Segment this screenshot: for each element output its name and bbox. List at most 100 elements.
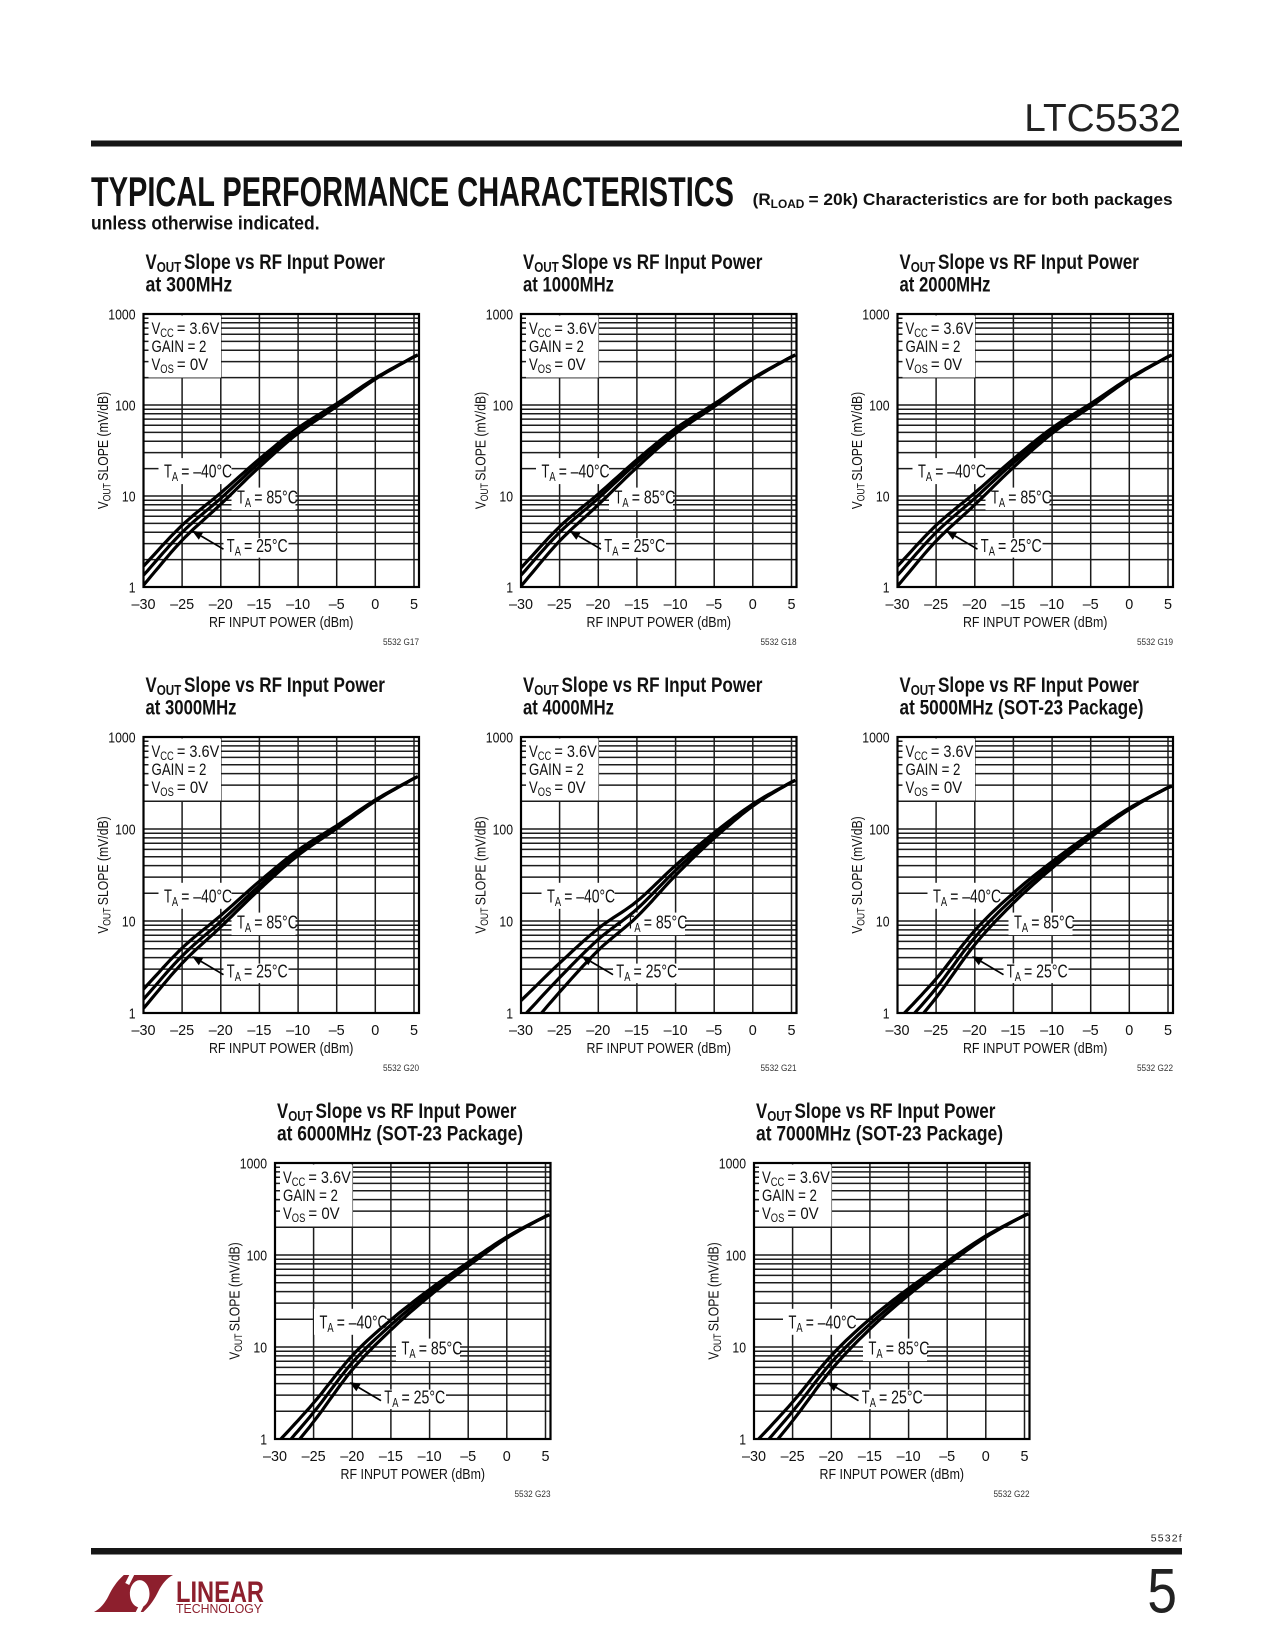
svg-text:–10: –10	[664, 1022, 688, 1039]
svg-text:Slope vs RF Input Power: Slope vs RF Input Power	[184, 250, 385, 274]
svg-text:V: V	[849, 926, 866, 934]
svg-text:= 0V: = 0V	[554, 778, 586, 797]
svg-text:= 20k) Characteristics are for: = 20k) Characteristics are for both pack…	[809, 191, 1173, 209]
svg-text:= 0V: = 0V	[554, 355, 586, 374]
svg-text:–10: –10	[664, 596, 688, 613]
svg-text:SLOPE (mV/dB): SLOPE (mV/dB)	[472, 392, 489, 481]
svg-text:Slope vs RF Input Power: Slope vs RF Input Power	[316, 1099, 517, 1123]
svg-text:LOAD: LOAD	[771, 199, 805, 211]
svg-text:–20: –20	[586, 1022, 610, 1039]
svg-text:T: T	[1014, 913, 1022, 933]
svg-text:T: T	[547, 886, 555, 906]
svg-text:–20: –20	[963, 1022, 987, 1039]
svg-text:100: 100	[493, 821, 513, 838]
svg-text:1000: 1000	[719, 1155, 746, 1172]
svg-text:= –40°C: = –40°C	[950, 886, 1001, 906]
svg-text:= 25°C: = 25°C	[622, 536, 666, 556]
svg-text:–15: –15	[247, 1022, 271, 1039]
svg-text:V: V	[283, 1204, 292, 1223]
svg-text:V: V	[906, 319, 915, 338]
svg-text:OS: OS	[292, 1211, 306, 1225]
svg-text:–15: –15	[379, 1448, 403, 1465]
svg-text:5532 G23: 5532 G23	[515, 1489, 551, 1500]
svg-text:–20: –20	[963, 596, 987, 613]
svg-text:5: 5	[542, 1448, 550, 1465]
svg-text:= 85°C: = 85°C	[1008, 488, 1052, 508]
svg-text:CC: CC	[538, 749, 552, 763]
svg-text:1000: 1000	[486, 306, 513, 323]
svg-text:GAIN = 2: GAIN = 2	[529, 760, 584, 779]
svg-text:at 6000MHz (SOT-23 Package): at 6000MHz (SOT-23 Package)	[277, 1122, 523, 1146]
svg-text:V: V	[529, 319, 538, 338]
svg-text:= 3.6V: = 3.6V	[931, 742, 974, 761]
svg-text:–20: –20	[209, 596, 233, 613]
svg-text:5532 G17: 5532 G17	[383, 637, 419, 648]
svg-text:T: T	[542, 462, 550, 482]
svg-text:V: V	[277, 1099, 289, 1123]
svg-text:T: T	[237, 913, 245, 933]
svg-text:T: T	[862, 1388, 870, 1408]
svg-text:= 25°C: = 25°C	[1024, 962, 1068, 982]
svg-text:= –40°C: = –40°C	[181, 462, 232, 482]
svg-text:= –40°C: = –40°C	[559, 462, 610, 482]
svg-text:T: T	[164, 462, 172, 482]
svg-text:5: 5	[788, 1022, 796, 1039]
svg-text:–30: –30	[509, 1022, 533, 1039]
svg-text:LINEAR: LINEAR	[176, 1576, 264, 1609]
svg-text:–10: –10	[286, 1022, 310, 1039]
svg-text:10: 10	[732, 1339, 746, 1356]
svg-text:V: V	[146, 250, 158, 274]
svg-text:1: 1	[260, 1431, 267, 1448]
svg-text:–25: –25	[548, 596, 572, 613]
svg-text:= 0V: = 0V	[177, 355, 209, 374]
svg-text:Slope vs RF Input Power: Slope vs RF Input Power	[938, 250, 1139, 274]
svg-text:5: 5	[1164, 596, 1172, 613]
svg-text:T: T	[1007, 962, 1015, 982]
svg-text:0: 0	[1125, 1022, 1133, 1039]
svg-text:–15: –15	[625, 596, 649, 613]
svg-text:CC: CC	[914, 749, 928, 763]
svg-text:A: A	[409, 1346, 415, 1361]
svg-text:1000: 1000	[486, 729, 513, 746]
svg-text:1000: 1000	[862, 306, 889, 323]
svg-text:0: 0	[749, 1022, 757, 1039]
svg-text:–30: –30	[886, 1022, 910, 1039]
svg-text:1: 1	[129, 579, 136, 596]
svg-text:OUT: OUT	[233, 1333, 245, 1351]
svg-text:OUT: OUT	[157, 259, 182, 276]
svg-text:V: V	[529, 778, 538, 797]
svg-text:1000: 1000	[108, 306, 135, 323]
svg-text:A: A	[622, 495, 628, 510]
svg-text:= 3.6V: = 3.6V	[177, 742, 220, 761]
svg-text:SLOPE (mV/dB): SLOPE (mV/dB)	[705, 1242, 722, 1331]
svg-text:= 3.6V: = 3.6V	[177, 319, 220, 338]
svg-text:1000: 1000	[240, 1155, 267, 1172]
svg-text:= 0V: = 0V	[931, 778, 963, 797]
svg-text:V: V	[472, 501, 489, 509]
svg-text:= 3.6V: = 3.6V	[554, 742, 597, 761]
svg-text:A: A	[612, 544, 618, 559]
svg-text:V: V	[523, 250, 535, 274]
svg-text:–30: –30	[132, 596, 156, 613]
svg-text:1: 1	[129, 1005, 136, 1022]
svg-text:T: T	[604, 536, 612, 556]
svg-text:10: 10	[499, 488, 513, 505]
svg-text:A: A	[245, 920, 251, 935]
svg-text:Slope vs RF Input Power: Slope vs RF Input Power	[562, 673, 763, 697]
svg-text:TECHNOLOGY: TECHNOLOGY	[176, 1602, 263, 1616]
svg-text:V: V	[849, 501, 866, 509]
svg-text:= 0V: = 0V	[931, 355, 963, 374]
svg-text:OS: OS	[914, 362, 928, 376]
svg-text:= –40°C: = –40°C	[564, 886, 615, 906]
svg-text:T: T	[384, 1388, 392, 1408]
svg-text:V: V	[226, 1352, 243, 1360]
svg-text:10: 10	[253, 1339, 267, 1356]
svg-text:5: 5	[410, 596, 418, 613]
svg-text:0: 0	[982, 1448, 990, 1465]
svg-text:= –40°C: = –40°C	[181, 886, 232, 906]
svg-text:1: 1	[739, 1431, 746, 1448]
svg-text:OUT: OUT	[534, 682, 559, 699]
svg-text:–25: –25	[170, 596, 194, 613]
svg-text:RF INPUT POWER (dBm): RF INPUT POWER (dBm)	[963, 614, 1108, 631]
svg-text:SLOPE (mV/dB): SLOPE (mV/dB)	[849, 392, 866, 481]
